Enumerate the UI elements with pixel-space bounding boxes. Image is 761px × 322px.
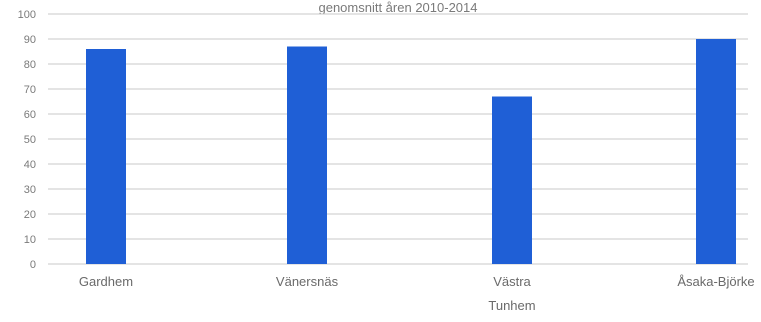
bar	[86, 49, 126, 264]
x-category-label-line: Åsaka-Björke	[677, 274, 754, 289]
x-category-label: Västra Tunhem	[488, 274, 535, 313]
y-tick-label: 10	[24, 234, 36, 246]
x-category-label-line: Gardhem	[79, 274, 133, 289]
y-tick-label: 70	[24, 84, 36, 96]
bars	[86, 39, 736, 264]
chart-title: genomsnitt åren 2010-2014	[318, 0, 477, 15]
y-tick-label: 50	[24, 134, 36, 146]
y-tick-label: 40	[24, 159, 36, 171]
x-category-label-line: Vänersnäs	[276, 274, 339, 289]
x-category-label-line: Västra	[493, 274, 531, 289]
y-tick-label: 60	[24, 109, 36, 121]
gridlines	[48, 13, 748, 265]
y-tick-label: 80	[24, 59, 36, 71]
x-category-label: Åsaka-Björke	[677, 274, 754, 289]
y-axis-ticks: 0 10 20 30 40 50 60 70 80 90 100	[18, 9, 36, 271]
y-tick-label: 100	[18, 9, 36, 21]
y-tick-label: 20	[24, 209, 36, 221]
bar	[287, 46, 327, 264]
y-tick-label: 90	[24, 34, 36, 46]
bar	[696, 39, 736, 264]
x-axis-labels: Gardhem Vänersnäs Västra Tunhem Åsaka-Björke	[79, 274, 755, 313]
y-tick-label: 0	[30, 259, 36, 271]
bar	[492, 96, 532, 264]
x-category-label: Vänersnäs	[276, 274, 339, 289]
x-category-label-line: Tunhem	[488, 298, 535, 313]
y-tick-label: 30	[24, 184, 36, 196]
x-category-label: Gardhem	[79, 274, 133, 289]
